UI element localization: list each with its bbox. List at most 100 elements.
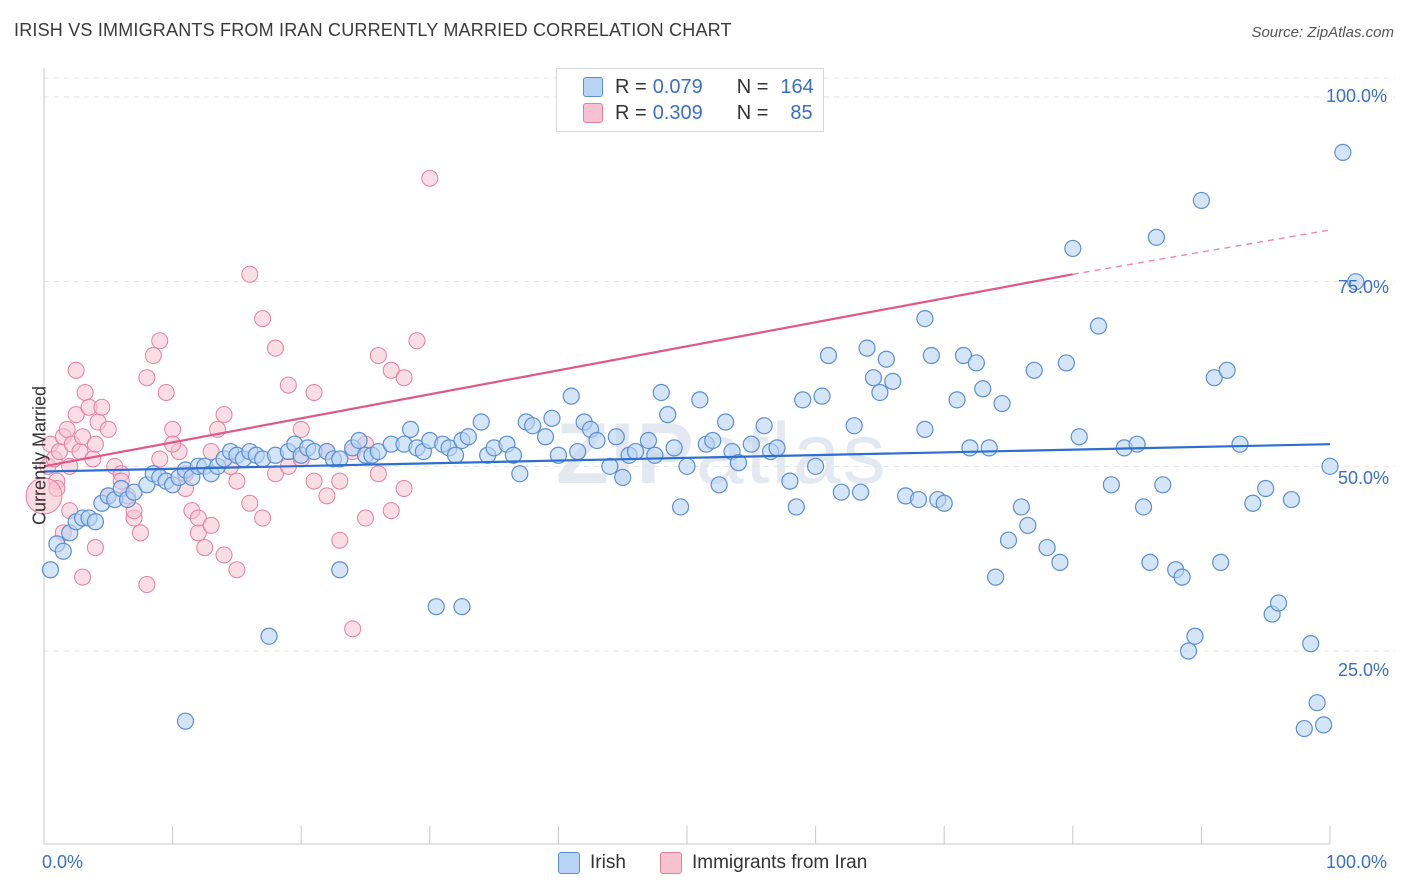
iran-point [67, 361, 85, 379]
bottom-legend-swatch-irish [558, 852, 580, 874]
irish-point [446, 446, 465, 464]
irish-point [607, 428, 625, 446]
irish-point [427, 598, 445, 616]
irish-point [1179, 642, 1198, 660]
irish-point [1128, 435, 1146, 453]
irish-point [916, 310, 934, 328]
irish-point [974, 380, 992, 398]
legend-n-label: N = [736, 101, 769, 124]
irish-point [1218, 361, 1236, 379]
bottom-legend-iran: Immigrants from Iran [660, 852, 867, 874]
irish-point [813, 387, 831, 405]
irish-point [858, 339, 876, 357]
irish-point [331, 450, 349, 468]
irish-point [729, 454, 748, 472]
iran-point [241, 265, 259, 283]
irish-point [916, 420, 934, 438]
y-tick-50: 50.0% [1338, 468, 1390, 488]
irish-point [401, 420, 420, 438]
irish-point [1186, 627, 1204, 645]
irish-point [1064, 239, 1082, 258]
legend-n-value-irish: 164 [780, 75, 814, 98]
iran-point [305, 383, 323, 401]
iran-point [228, 561, 246, 579]
irish-point [678, 457, 696, 475]
irish-point [1057, 354, 1075, 372]
iran-point [138, 369, 156, 387]
irish-point [1295, 719, 1313, 738]
iran-point [151, 450, 169, 468]
irish-point [999, 531, 1018, 549]
iran-point [318, 487, 336, 505]
irish-point [504, 446, 522, 464]
irish-point [536, 428, 555, 446]
bottom-legend-label-irish: Irish [590, 852, 626, 873]
iran-point [189, 509, 207, 527]
irish-point [1038, 538, 1056, 557]
legend-r-value-irish: 0.079 [652, 75, 703, 98]
irish-point [884, 372, 902, 390]
irish-point [961, 439, 979, 457]
irish-point [1070, 428, 1088, 446]
irish-point [909, 490, 928, 509]
iran-trend-line [43, 273, 1074, 468]
irish-point [787, 498, 805, 516]
iran-point [228, 472, 246, 490]
iran-point [58, 420, 76, 438]
irish-point [1205, 369, 1223, 387]
irish-point [1154, 476, 1172, 494]
legend-n-value-iran: 85 [790, 101, 813, 124]
iran-point [382, 361, 400, 379]
irish-point [54, 542, 72, 560]
irish-point [176, 712, 195, 730]
irish-point [524, 417, 542, 435]
irish-point [549, 446, 568, 464]
irish-point [1302, 635, 1320, 653]
irish-point [588, 431, 606, 450]
irish-trend-line [43, 443, 1331, 473]
irish-point [871, 383, 889, 402]
iran-point [202, 443, 220, 461]
stats-legend: R = 0.079 N = 164 R = 0.309 N = 85 [556, 68, 824, 132]
legend-r-label: R = [615, 75, 647, 98]
iran-point [93, 398, 111, 416]
irish-point [993, 394, 1011, 413]
irish-point [1212, 553, 1230, 571]
irish-point [511, 465, 529, 483]
irish-point [1269, 594, 1288, 612]
iran-point [254, 310, 272, 328]
irish-point [768, 439, 786, 457]
irish-point [125, 483, 143, 501]
irish-point [1089, 317, 1108, 335]
irish-point [1334, 143, 1352, 161]
irish-point [691, 391, 709, 409]
legend-swatch-irish [583, 77, 603, 97]
irish-point [794, 391, 812, 409]
irish-point [543, 409, 561, 427]
irish-point [1025, 361, 1043, 379]
x-tick-max: 100.0% [1326, 852, 1388, 872]
irish-point [1282, 490, 1301, 509]
irish-point [704, 431, 722, 450]
y-axis-label: Currently Married [29, 385, 50, 526]
chart-title: IRISH VS IMMIGRANTS FROM IRAN CURRENTLY … [14, 20, 732, 40]
iran-point [202, 516, 220, 534]
irish-point [781, 472, 799, 490]
iran-point [86, 539, 104, 557]
irish-point [1012, 498, 1030, 516]
iran-point [86, 435, 104, 453]
irish-point [459, 428, 477, 446]
irish-point [659, 406, 677, 424]
iran-point [369, 347, 387, 365]
irish-point [646, 446, 664, 464]
irish-point [1141, 553, 1159, 571]
irish-point [1102, 476, 1120, 494]
irish-point [350, 431, 368, 450]
iran-trend-extension [1072, 229, 1331, 275]
irish-point [453, 598, 471, 616]
iran-point [382, 502, 400, 520]
irish-point [845, 417, 863, 435]
iran-point [138, 576, 156, 594]
bottom-legend-irish: Irish [558, 852, 626, 874]
irish-point [1231, 435, 1249, 453]
